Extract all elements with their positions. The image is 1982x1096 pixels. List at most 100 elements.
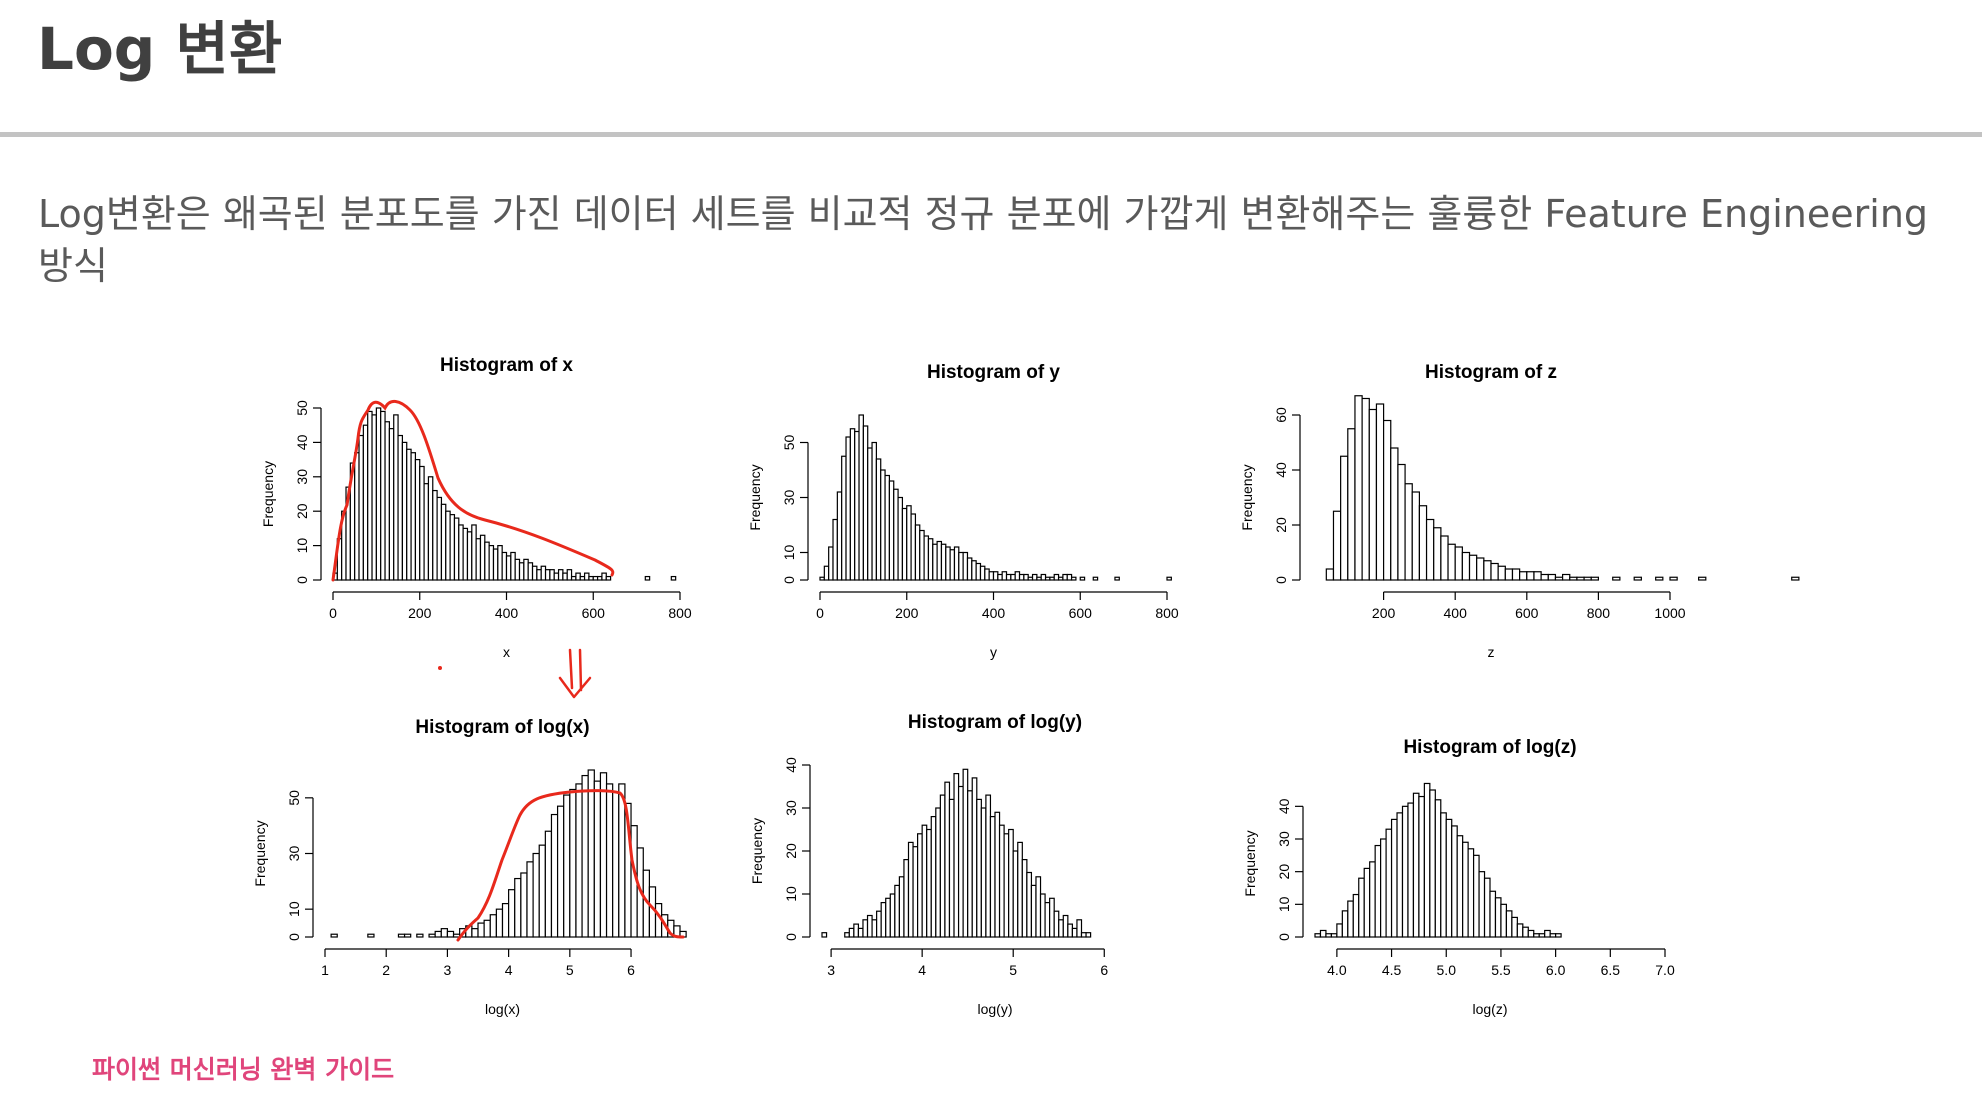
- histogram-bar: [501, 902, 510, 938]
- y-tick-label: 50: [294, 400, 310, 416]
- y-tick-label: 20: [1273, 517, 1289, 533]
- y-tick-label: 30: [783, 800, 799, 816]
- x-tick-label: 800: [1155, 605, 1179, 621]
- y-tick-label: 10: [294, 538, 310, 554]
- histogram-bar: [587, 769, 595, 938]
- histogram-bar: [605, 783, 614, 938]
- y-axis-label: Frequency: [260, 461, 276, 527]
- histogram-bar: [1655, 576, 1664, 581]
- histogram-bar: [367, 410, 373, 581]
- histogram-bar: [380, 410, 386, 581]
- y-tick-label: 0: [286, 933, 302, 941]
- histogram-bar: [508, 889, 516, 938]
- histogram-bar: [1092, 576, 1099, 581]
- histogram-bar: [1440, 535, 1449, 581]
- histogram-bar: [914, 524, 921, 581]
- histogram-title: Histogram of log(z): [1403, 737, 1576, 758]
- histogram-bar: [1053, 910, 1060, 938]
- histogram-bar: [1340, 455, 1349, 581]
- histogram-bar: [1633, 576, 1642, 581]
- histogram-bar: [1036, 576, 1042, 581]
- histogram-bar: [1361, 397, 1370, 581]
- x-axis-label: y: [990, 644, 997, 660]
- histogram-bar: [1369, 861, 1376, 938]
- histogram-bar: [1039, 893, 1046, 938]
- y-axis-label: Frequency: [1242, 830, 1258, 896]
- histogram-bar: [1354, 395, 1363, 581]
- histogram-bar: [427, 476, 434, 581]
- histogram-bar: [1330, 933, 1338, 938]
- histogram-bar: [566, 569, 573, 581]
- histogram-bar: [871, 441, 877, 581]
- histogram-bar: [1396, 812, 1404, 938]
- histogram-bar: [1478, 871, 1486, 938]
- histogram-bar: [510, 551, 516, 581]
- histogram-bar: [885, 897, 891, 938]
- histogram-bar: [876, 910, 882, 938]
- histogram-bar: [440, 928, 449, 938]
- histogram-bar: [670, 575, 677, 581]
- histogram-bar: [1511, 916, 1518, 938]
- x-tick-label: 1000: [1654, 605, 1685, 621]
- histogram-bar: [921, 824, 928, 938]
- histogram-panel-5: Histogram of log(y) 3 4 5 6 log(y) 0 10 20 30 40 Fr…: [749, 712, 1108, 1017]
- histogram-bar: [644, 575, 651, 581]
- histogram-bar: [526, 861, 534, 938]
- histogram-bar: [599, 772, 608, 938]
- histogram-bar: [579, 575, 586, 581]
- x-axis-label: z: [1488, 644, 1495, 660]
- y-tick-label: 40: [1276, 798, 1292, 814]
- y-axis-label: Frequency: [749, 818, 765, 884]
- histogram-bar: [1490, 562, 1499, 581]
- histogram-bar: [1533, 571, 1542, 581]
- histogram-bar: [1014, 571, 1021, 581]
- histogram-bar: [375, 407, 382, 581]
- title-divider: [0, 132, 1982, 137]
- histogram-bar: [844, 932, 850, 938]
- histogram-bar: [1429, 789, 1436, 938]
- histogram-bar: [1040, 573, 1047, 581]
- y-tick-label: 50: [781, 435, 797, 451]
- histogram-bar: [1590, 576, 1599, 581]
- histogram-bar: [930, 815, 937, 938]
- histogram-bar: [488, 544, 495, 581]
- histogram-bar: [1049, 897, 1055, 938]
- histogram-bar: [1049, 576, 1055, 581]
- histogram-bar: [1397, 463, 1406, 581]
- histogram-bar: [1003, 833, 1010, 938]
- histogram-bar: [1447, 543, 1456, 581]
- histogram-bar: [1027, 576, 1034, 581]
- x-tick-label: 6.5: [1601, 962, 1621, 978]
- histogram-bar: [888, 480, 895, 581]
- histogram-bar: [1010, 573, 1016, 581]
- histogram-bar: [1114, 576, 1120, 581]
- histogram-bar: [446, 930, 455, 938]
- histogram-bar: [518, 562, 525, 581]
- histogram-bar: [976, 798, 982, 938]
- histogram-bar: [612, 791, 620, 938]
- histogram-bar: [358, 434, 364, 581]
- histogram-title: Histogram of z: [1425, 362, 1557, 383]
- y-tick-label: 0: [783, 933, 799, 941]
- histogram-bar: [557, 569, 564, 581]
- histogram-bar: [1418, 505, 1428, 581]
- histogram-bar: [362, 424, 369, 581]
- histogram-bar: [549, 569, 555, 581]
- histogram-bar: [897, 496, 904, 581]
- histogram-bar: [903, 858, 910, 938]
- histogram-bar: [1336, 923, 1343, 938]
- histogram-bar: [862, 919, 869, 938]
- x-tick-label: 5: [1009, 962, 1017, 978]
- footer-book-title: 파이썬 머신러닝 완벽 가이드: [92, 1055, 395, 1084]
- histogram-bar: [919, 529, 925, 581]
- y-axis-label: Frequency: [252, 820, 268, 886]
- histogram-bar: [570, 575, 577, 581]
- histogram-bar: [445, 510, 451, 581]
- histogram-bar: [419, 465, 425, 581]
- histogram-bar: [1411, 491, 1420, 581]
- histogram-bar: [923, 535, 930, 581]
- histogram-bar: [917, 833, 923, 938]
- histogram-bar: [423, 483, 430, 581]
- histogram-bar: [1062, 914, 1069, 938]
- histogram-bar: [397, 434, 404, 581]
